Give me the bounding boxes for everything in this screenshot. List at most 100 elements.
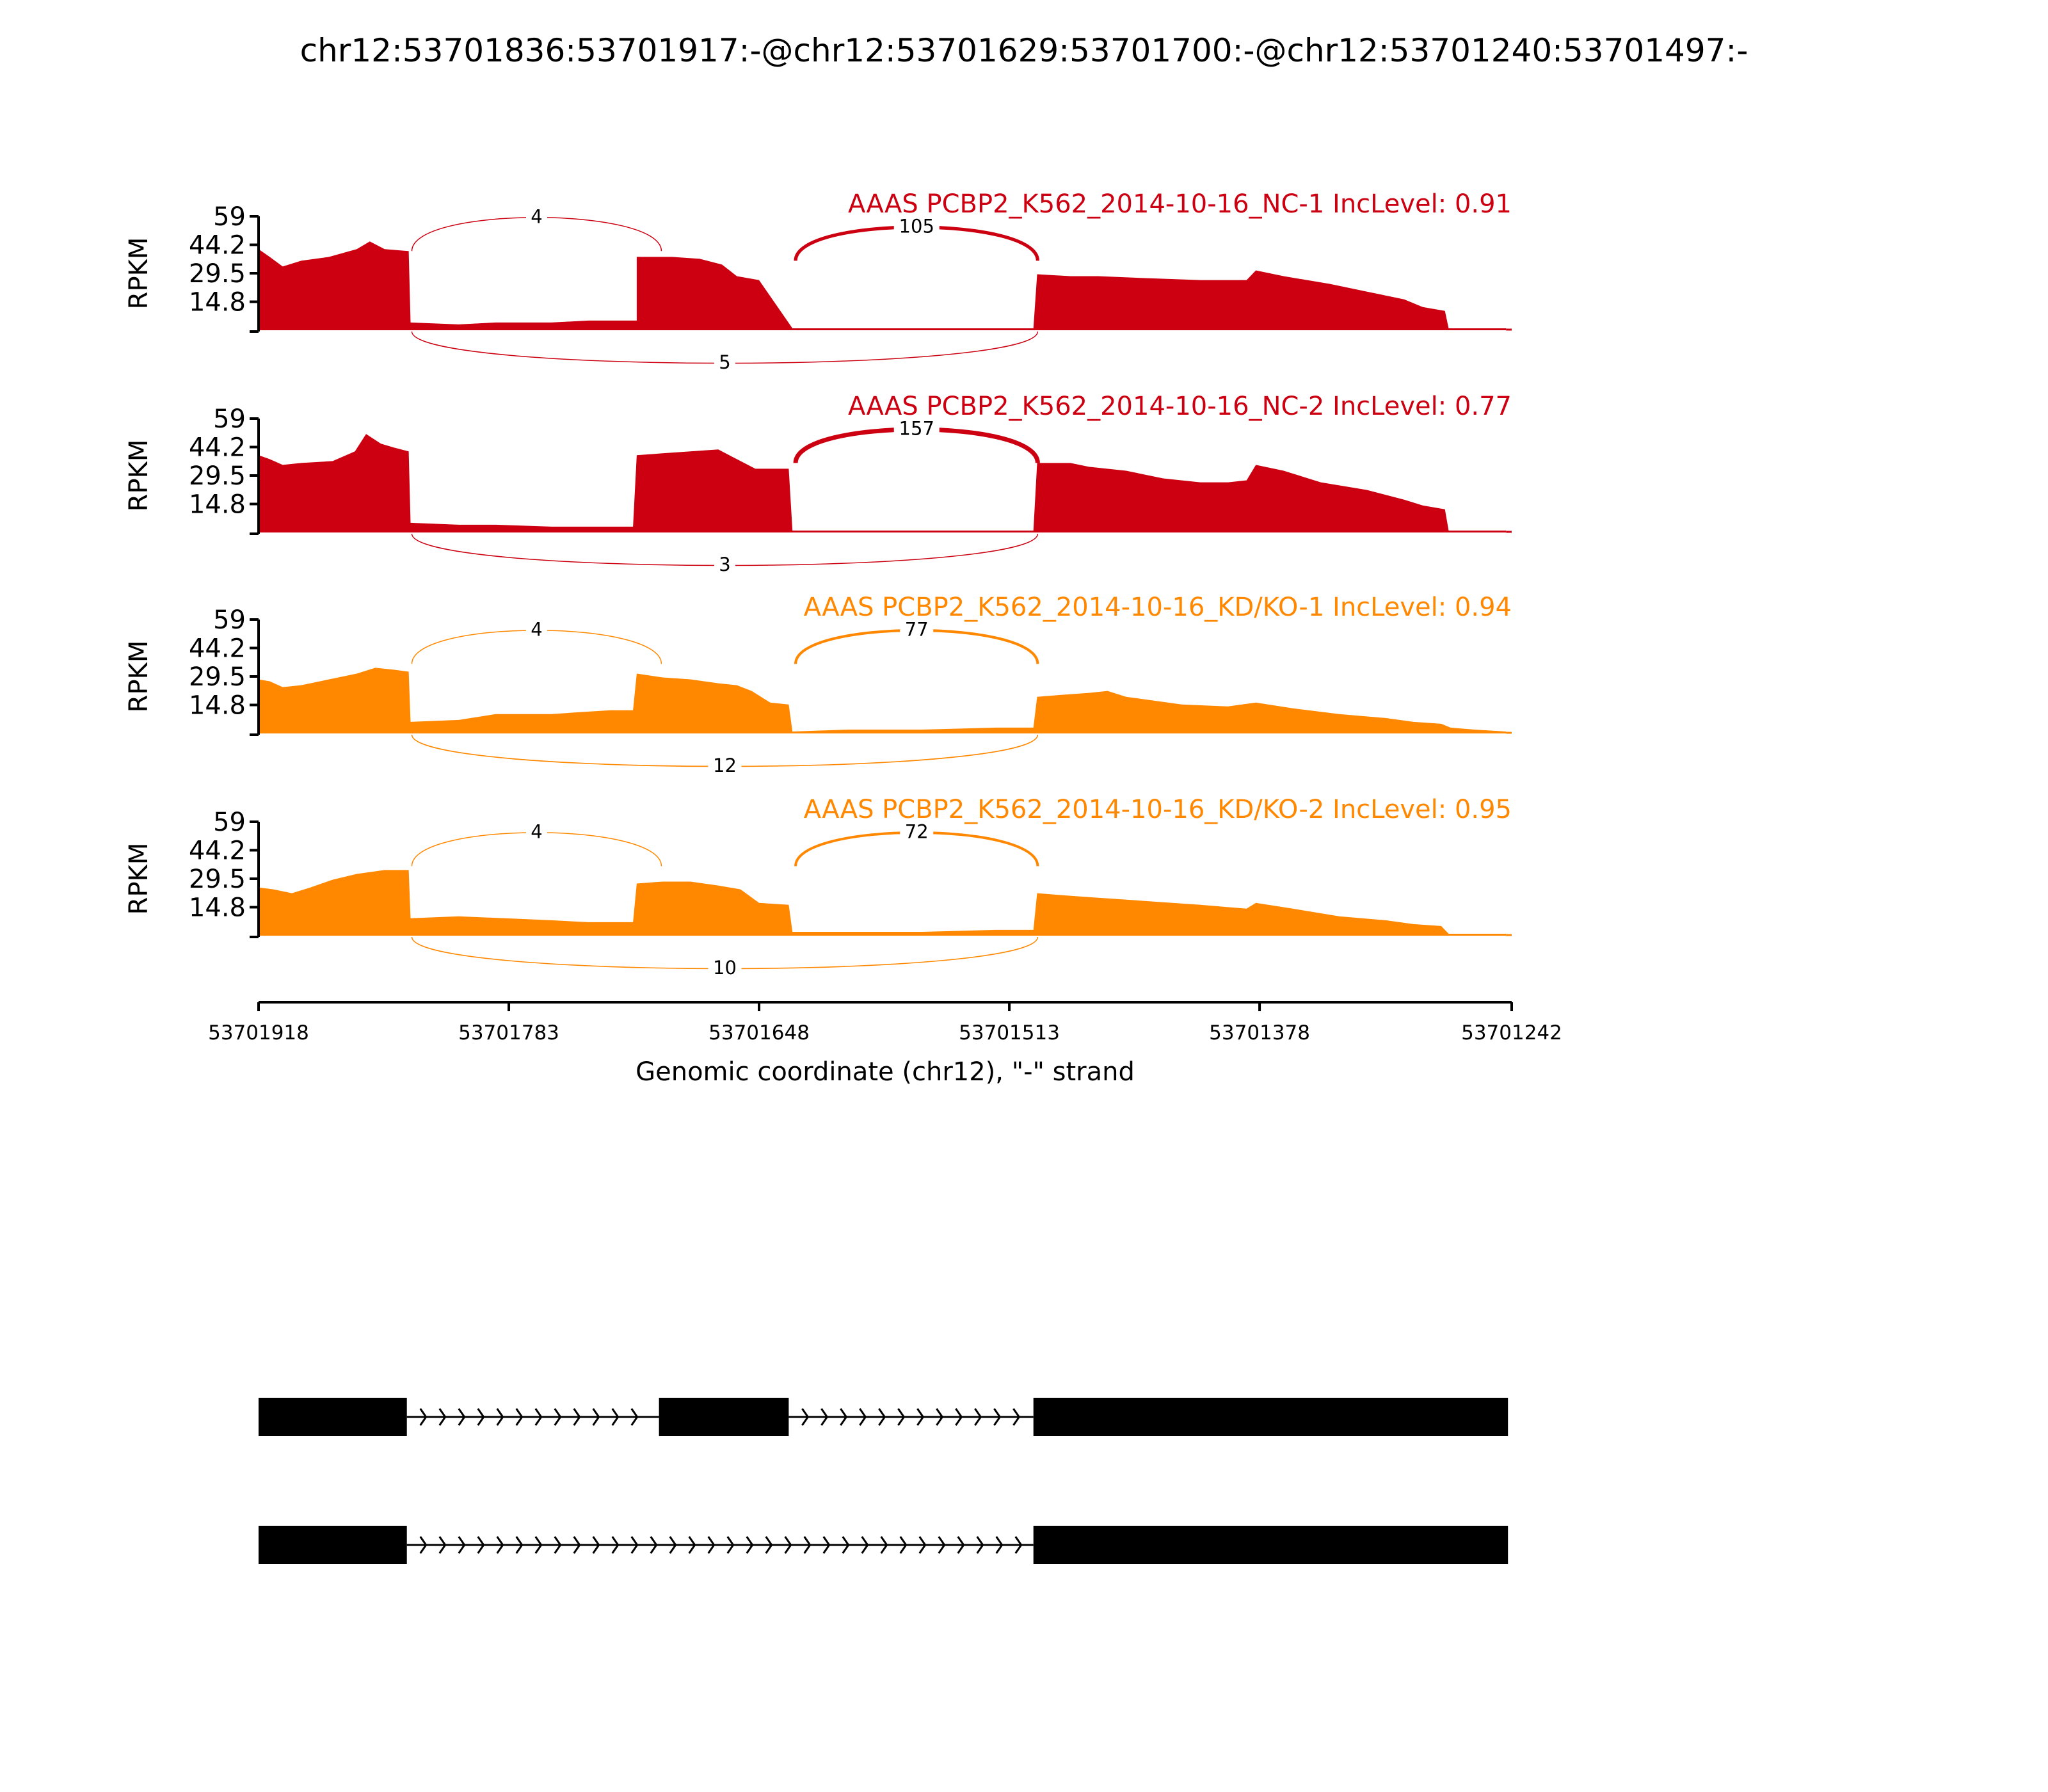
strand-chevron: [554, 1408, 562, 1426]
panel-label: AAAS PCBP2_K562_2014-10-16_KD/KO-2 IncLe…: [804, 795, 1512, 824]
coverage-area: [259, 668, 1512, 733]
strand-chevron: [534, 1536, 543, 1554]
junction-label-bg: [708, 754, 742, 776]
coverage-area: [259, 434, 1512, 532]
x-axis-label: Genomic coordinate (chr12), "-" strand: [636, 1057, 1135, 1087]
x-tick-label: 53701783: [458, 1021, 559, 1044]
strand-chevron: [993, 1408, 1002, 1426]
junction-label-bg: [893, 214, 940, 237]
junction-count-label: 5: [719, 351, 730, 373]
strand-chevron: [955, 1408, 963, 1426]
strand-chevron: [630, 1536, 639, 1554]
y-tick-label: 14.8: [189, 490, 246, 520]
junction-count-label: 4: [531, 618, 542, 640]
junction-count-label: 12: [713, 755, 737, 776]
y-tick-label: 29.5: [189, 259, 246, 289]
junction-label-bg: [900, 618, 934, 640]
strand-chevron: [938, 1536, 946, 1554]
strand-chevron: [515, 1408, 524, 1426]
strand-chevron: [688, 1536, 696, 1554]
strand-chevron: [438, 1408, 447, 1426]
strand-chevron: [918, 1536, 927, 1554]
strand-chevron: [995, 1536, 1004, 1554]
strand-chevron: [707, 1536, 716, 1554]
strand-chevron: [592, 1408, 600, 1426]
y-axis-label: RPKM: [124, 843, 154, 915]
exon-block: [1033, 1526, 1508, 1564]
junction-count-label: 4: [531, 820, 542, 842]
junction-count-label: 157: [899, 417, 934, 439]
exon-block: [1033, 1398, 1508, 1436]
strand-chevron: [765, 1536, 773, 1554]
x-tick-label: 53701648: [708, 1021, 810, 1044]
strand-chevron: [515, 1536, 524, 1554]
strand-chevron: [897, 1408, 906, 1426]
strand-chevron: [573, 1408, 581, 1426]
figure-title: chr12:53701836:53701917:-@chr12:53701629…: [300, 32, 1748, 69]
y-tick-label: 59: [213, 808, 246, 837]
x-tick-label: 53701918: [208, 1021, 309, 1044]
y-tick-label: 14.8: [189, 893, 246, 923]
y-tick-label: 44.2: [189, 634, 246, 664]
strand-chevron: [438, 1536, 447, 1554]
coverage-area: [259, 870, 1512, 936]
y-tick-label: 59: [213, 404, 246, 434]
strand-chevron: [859, 1408, 867, 1426]
strand-chevron: [1014, 1536, 1023, 1554]
x-tick-label: 53701378: [1209, 1021, 1310, 1044]
isoform-1: [259, 1398, 1508, 1436]
strand-chevron: [820, 1408, 829, 1426]
junction-count-label: 105: [899, 215, 934, 237]
strand-chevron: [878, 1408, 886, 1426]
strand-chevron: [822, 1536, 831, 1554]
strand-chevron: [650, 1536, 658, 1554]
strand-chevron: [496, 1536, 504, 1554]
strand-chevron: [746, 1536, 754, 1554]
junction-label-bg: [525, 618, 547, 640]
strand-chevron: [899, 1536, 908, 1554]
y-tick-label: 29.5: [189, 662, 246, 692]
strand-chevron: [974, 1408, 982, 1426]
panel-label: AAAS PCBP2_K562_2014-10-16_NC-1 IncLevel…: [848, 189, 1512, 219]
strand-chevron: [592, 1536, 600, 1554]
strand-chevron: [419, 1408, 428, 1426]
strand-chevron: [784, 1536, 792, 1554]
strand-chevron: [957, 1536, 965, 1554]
strand-chevron: [976, 1536, 984, 1554]
strand-chevron: [801, 1408, 810, 1426]
strand-chevron: [419, 1536, 428, 1554]
x-tick-label: 53701513: [959, 1021, 1060, 1044]
junction-label-bg: [900, 820, 934, 842]
y-tick-label: 29.5: [189, 865, 246, 894]
strand-chevron: [458, 1408, 466, 1426]
y-axis-label: RPKM: [124, 641, 154, 713]
panel-label: AAAS PCBP2_K562_2014-10-16_NC-2 IncLevel…: [848, 392, 1512, 421]
junction-label-bg: [708, 956, 742, 978]
isoform-2: [259, 1526, 1508, 1564]
junction-label-bg: [525, 820, 547, 842]
strand-chevron: [916, 1408, 925, 1426]
strand-chevron: [726, 1536, 735, 1554]
y-tick-label: 29.5: [189, 461, 246, 491]
strand-chevron: [496, 1408, 504, 1426]
junction-count-label: 10: [713, 957, 737, 979]
strand-chevron: [458, 1536, 466, 1554]
y-axis-label: RPKM: [124, 440, 154, 512]
junction-count-label: 3: [719, 554, 730, 575]
strand-chevron: [554, 1536, 562, 1554]
strand-chevron: [630, 1408, 639, 1426]
exon-block: [259, 1398, 407, 1436]
strand-chevron: [669, 1536, 677, 1554]
junction-count-label: 77: [905, 618, 929, 640]
strand-chevron: [880, 1536, 888, 1554]
junction-label-bg: [525, 205, 547, 227]
junction-count-label: 72: [905, 820, 929, 842]
isoform-track: [259, 1398, 1508, 1564]
y-tick-label: 44.2: [189, 433, 246, 463]
y-tick-label: 59: [213, 202, 246, 232]
